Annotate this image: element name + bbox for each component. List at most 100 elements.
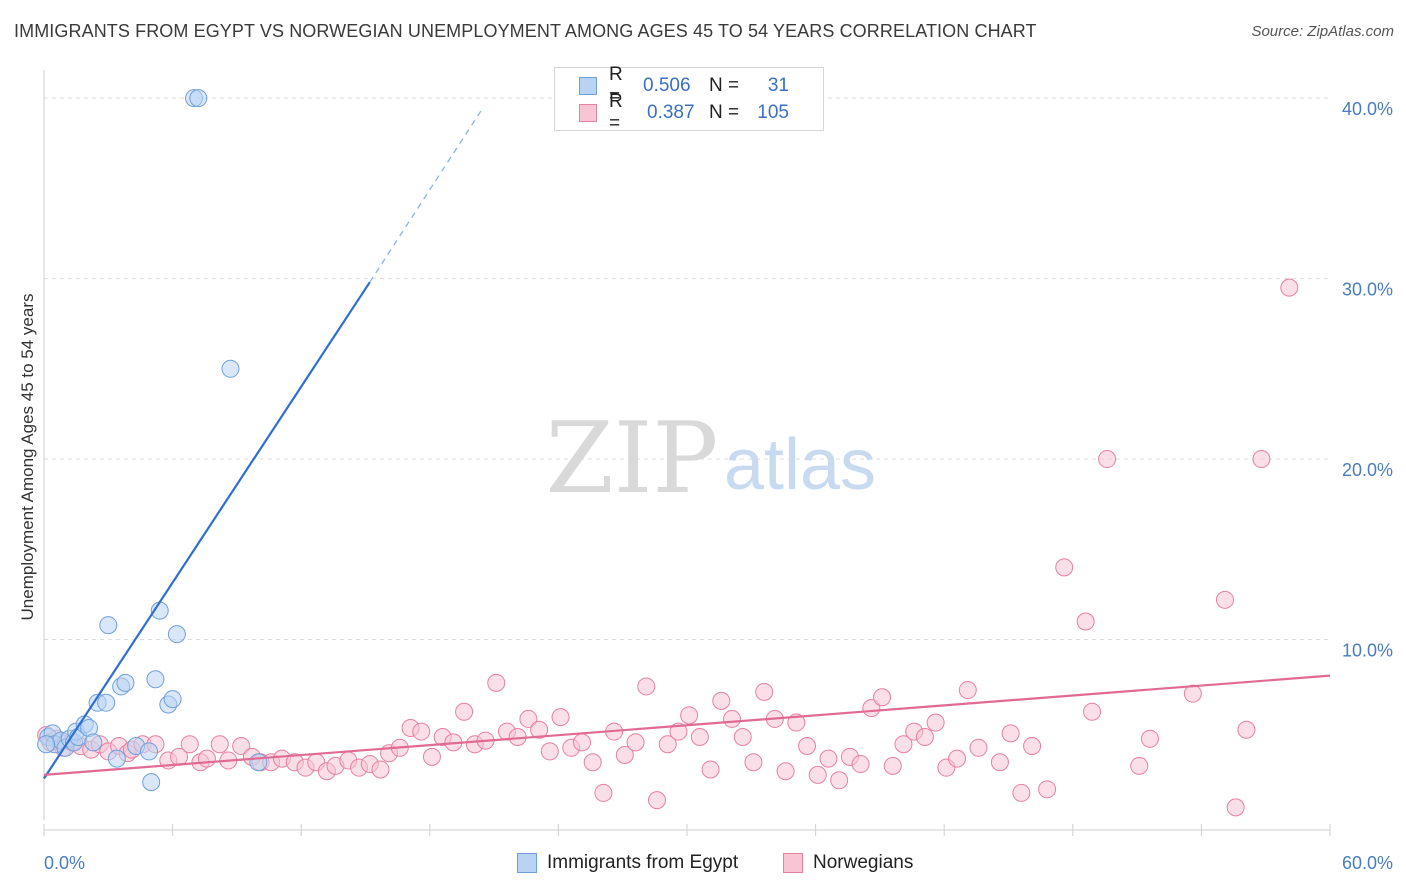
- legend-n-value-norwegians: 105: [757, 102, 789, 123]
- egypt-point: [99, 616, 118, 635]
- x-tick-label: 60.0%: [1342, 853, 1393, 873]
- trend-line-egypt: [43, 281, 371, 780]
- series-egypt: [37, 89, 268, 792]
- norwegians-point: [1098, 450, 1117, 469]
- legend-label-norwegians: Norwegians: [813, 852, 914, 873]
- norwegians-point: [1023, 737, 1042, 756]
- norwegians-point: [873, 688, 892, 707]
- x-tick-labels: 0.0% 60.0%: [44, 853, 1393, 873]
- norwegians-point: [551, 708, 570, 727]
- egypt-point: [167, 625, 186, 644]
- norwegians-point: [658, 735, 677, 754]
- legend-item-norwegians[interactable]: Norwegians: [783, 852, 913, 874]
- legend-r-label: R =: [609, 91, 623, 134]
- norwegians-point: [744, 753, 763, 772]
- egypt-point: [221, 359, 240, 378]
- source-credit: Source: ZipAtlas.com: [1251, 23, 1394, 40]
- norwegians-point: [1237, 720, 1256, 739]
- norwegians-point: [680, 706, 699, 725]
- norwegians-point: [1001, 724, 1020, 743]
- correlation-legend: R = 0.506 N = 31 R = 0.387 N = 105: [554, 64, 824, 134]
- watermark: ZIP atlas: [546, 402, 876, 516]
- egypt-point: [142, 773, 161, 792]
- norwegians-point: [1140, 729, 1159, 748]
- norwegians-point: [455, 702, 474, 721]
- norwegians-point: [755, 682, 774, 701]
- norwegians-point: [958, 681, 977, 700]
- legend-r-value-egypt: 0.506: [643, 75, 691, 96]
- legend-row-norwegians: R = 0.387 N = 105: [579, 91, 789, 134]
- norwegians-point: [819, 749, 838, 768]
- norwegians-point: [723, 709, 742, 728]
- norwegians-point: [733, 727, 752, 746]
- axes: [43, 70, 1331, 836]
- norwegians-point: [1252, 450, 1271, 469]
- norwegians-point: [422, 747, 441, 766]
- norwegians-point: [851, 755, 870, 774]
- norwegians-point: [487, 673, 506, 692]
- egypt-point: [140, 742, 159, 761]
- legend-swatch-norwegians: [783, 853, 803, 873]
- norwegians-point: [808, 765, 827, 784]
- norwegians-point: [915, 727, 934, 746]
- norwegians-point: [1076, 612, 1095, 631]
- watermark-atlas: atlas: [724, 425, 876, 505]
- norwegians-point: [210, 735, 229, 754]
- egypt-point: [97, 693, 116, 712]
- trend-lines: [43, 106, 1331, 780]
- y-tick-label: 40.0%: [1342, 99, 1393, 119]
- y-tick-label: 10.0%: [1342, 641, 1393, 661]
- norwegians-point: [776, 762, 795, 781]
- egypt-point: [189, 89, 208, 108]
- norwegians-point: [180, 735, 199, 754]
- trend-line-norwegians: [43, 674, 1331, 776]
- norwegians-point: [1038, 780, 1057, 799]
- legend-swatch-egypt: [579, 77, 597, 95]
- norwegians-point: [197, 749, 216, 768]
- legend-row-egypt: R = 0.506 N = 31: [579, 64, 789, 107]
- norwegians-point: [990, 753, 1009, 772]
- norwegians-point: [894, 735, 913, 754]
- norwegians-point: [883, 756, 902, 775]
- y-tick-label: 30.0%: [1342, 280, 1393, 300]
- legend-item-egypt[interactable]: Immigrants from Egypt: [517, 852, 738, 874]
- norwegians-point: [712, 691, 731, 710]
- egypt-point: [146, 670, 165, 689]
- chart-title: IMMIGRANTS FROM EGYPT VS NORWEGIAN UNEMP…: [14, 21, 1037, 41]
- legend-label-egypt: Immigrants from Egypt: [547, 852, 739, 873]
- norwegians-point: [519, 709, 538, 728]
- norwegians-point: [637, 677, 656, 696]
- norwegians-point: [412, 722, 431, 741]
- norwegians-point: [647, 791, 666, 810]
- legend-n-value-egypt: 31: [767, 75, 789, 96]
- legend-r-label: R =: [609, 64, 623, 107]
- legend-swatch-norwegians: [579, 104, 597, 122]
- norwegians-point: [690, 727, 709, 746]
- norwegians-point: [787, 713, 806, 732]
- norwegians-point: [371, 760, 390, 779]
- egypt-point: [249, 753, 268, 772]
- norwegians-point: [1215, 590, 1234, 609]
- norwegians-point: [798, 737, 817, 756]
- norwegians-point: [583, 753, 602, 772]
- norwegians-point: [1130, 756, 1149, 775]
- egypt-point: [107, 749, 126, 768]
- norwegians-point: [1083, 702, 1102, 721]
- norwegians-point: [926, 713, 945, 732]
- norwegians-point: [530, 720, 549, 739]
- series-norwegians: [37, 278, 1299, 817]
- norwegians-point: [626, 733, 645, 752]
- watermark-zip: ZIP: [546, 402, 719, 516]
- norwegians-point: [1055, 558, 1074, 577]
- trend-line-egypt-extension: [369, 106, 484, 283]
- x-tick-label: 0.0%: [44, 853, 85, 873]
- norwegians-point: [540, 742, 559, 761]
- egypt-point: [84, 733, 103, 752]
- norwegians-point: [701, 760, 720, 779]
- norwegians-point: [594, 783, 613, 802]
- y-tick-label: 20.0%: [1342, 460, 1393, 480]
- egypt-point: [116, 673, 135, 692]
- legend-n-label: N =: [709, 75, 740, 96]
- norwegians-point: [830, 771, 849, 790]
